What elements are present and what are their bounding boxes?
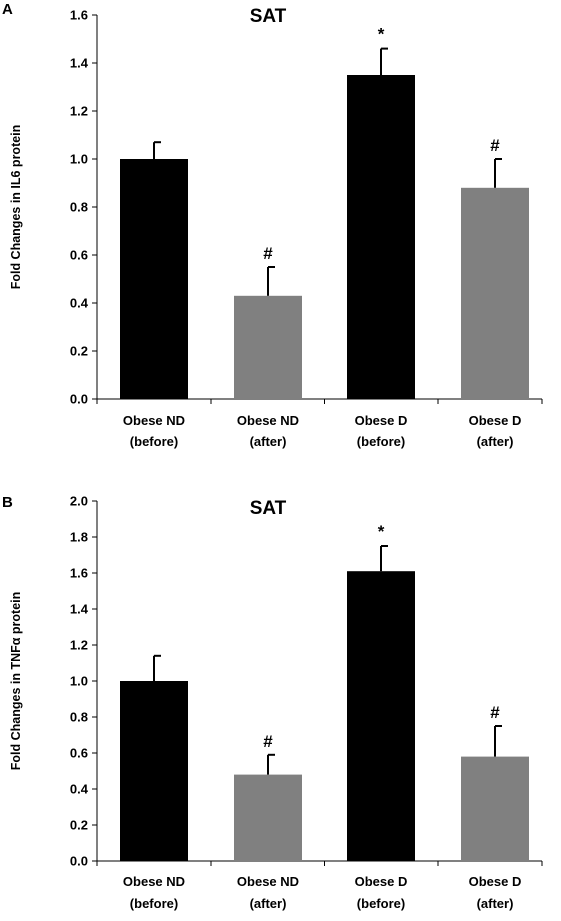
- y-tick-label: 1.6: [70, 566, 88, 581]
- y-tick-label: 0.0: [70, 392, 88, 407]
- x-tick-label: Obese ND: [237, 874, 299, 889]
- bar: [461, 756, 529, 861]
- y-tick-label: 2.0: [70, 494, 88, 509]
- y-axis-label: Fold Changes in TNFα protein: [9, 592, 23, 771]
- y-tick-label: 1.2: [70, 104, 88, 119]
- y-tick-label: 0.4: [70, 782, 89, 797]
- x-tick-label: Obese ND: [123, 874, 185, 889]
- x-tick-label: (before): [357, 896, 405, 911]
- x-tick-label: Obese ND: [123, 413, 185, 428]
- y-tick-label: 0.6: [70, 746, 88, 761]
- y-tick-label: 0.6: [70, 248, 88, 263]
- significance-mark: #: [263, 244, 273, 263]
- panel-label: B: [2, 494, 13, 511]
- y-tick-label: 1.8: [70, 530, 88, 545]
- y-tick-label: 0.0: [70, 854, 88, 869]
- y-tick-label: 0.8: [70, 710, 88, 725]
- y-tick-label: 1.4: [70, 56, 89, 71]
- x-tick-label: Obese ND: [237, 413, 299, 428]
- y-tick-label: 1.0: [70, 674, 88, 689]
- x-tick-label: Obese D: [355, 413, 408, 428]
- significance-mark: *: [378, 25, 385, 44]
- x-tick-label: Obese D: [355, 874, 408, 889]
- significance-mark: *: [378, 522, 385, 541]
- x-tick-label: (after): [477, 896, 514, 911]
- x-tick-label: Obese D: [469, 413, 522, 428]
- y-tick-label: 0.4: [70, 296, 89, 311]
- y-tick-label: 0.2: [70, 344, 88, 359]
- x-tick-label: (after): [250, 896, 287, 911]
- bar: [120, 681, 188, 861]
- y-tick-label: 0.2: [70, 818, 88, 833]
- chart-title: SAT: [250, 6, 287, 27]
- significance-mark: #: [263, 732, 273, 751]
- chart-title: SAT: [250, 498, 287, 519]
- bar: [347, 75, 415, 399]
- bar: [347, 571, 415, 861]
- panel-label: A: [2, 1, 13, 18]
- y-axis-label: Fold Changes in IL6 protein: [9, 125, 23, 290]
- y-tick-label: 0.8: [70, 200, 88, 215]
- bar: [234, 295, 302, 399]
- y-tick-label: 1.6: [70, 8, 88, 23]
- bar: [234, 774, 302, 861]
- x-tick-label: (after): [477, 434, 514, 449]
- y-tick-label: 1.2: [70, 638, 88, 653]
- significance-mark: #: [490, 136, 500, 155]
- x-tick-label: (after): [250, 434, 287, 449]
- y-tick-label: 1.4: [70, 602, 89, 617]
- bar: [461, 187, 529, 399]
- significance-mark: #: [490, 703, 500, 722]
- x-tick-label: (before): [130, 896, 178, 911]
- x-tick-label: Obese D: [469, 874, 522, 889]
- bar: [120, 159, 188, 399]
- x-tick-label: (before): [357, 434, 405, 449]
- y-tick-label: 1.0: [70, 152, 88, 167]
- x-tick-label: (before): [130, 434, 178, 449]
